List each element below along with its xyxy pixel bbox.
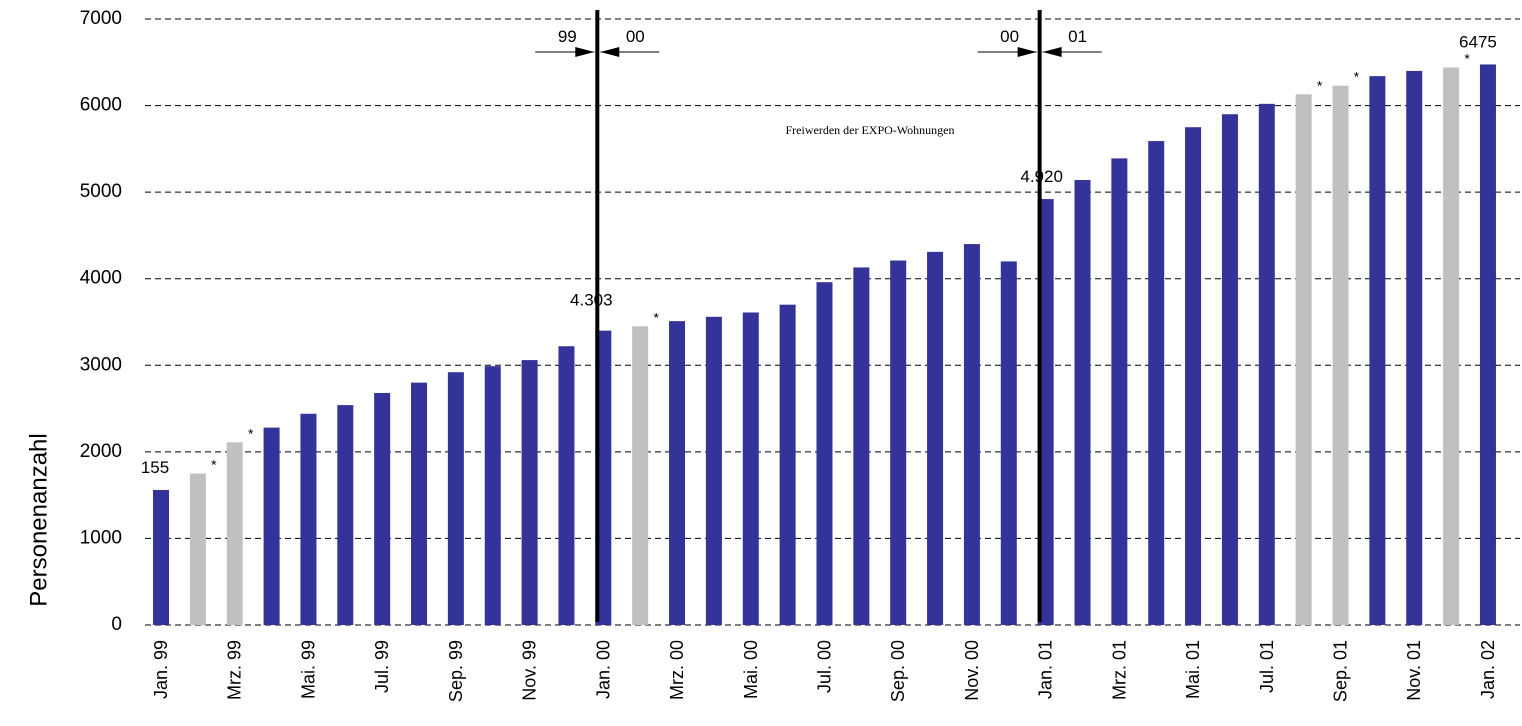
bar-note: 155 [141, 458, 169, 477]
annotation: Freiwerden der EXPO-Wohnungen [786, 123, 955, 137]
year-label: 99 [558, 27, 577, 46]
bar [558, 346, 575, 625]
x-tick-label: Jan. 99 [151, 640, 171, 699]
bar [1221, 114, 1238, 625]
bar [1369, 76, 1386, 625]
bar [742, 312, 759, 625]
bar [1406, 70, 1423, 625]
y-tick-label: 6000 [80, 95, 122, 116]
arrow-head [575, 47, 595, 57]
bar [1185, 127, 1202, 625]
estimate-marker: * [248, 425, 254, 441]
x-tick-label: Mai. 01 [1183, 640, 1203, 699]
estimate-marker: * [653, 309, 659, 325]
bar [1443, 67, 1460, 626]
y-tick-label: 3000 [80, 354, 122, 375]
year-label: 01 [1068, 27, 1087, 46]
y-tick-label: 5000 [80, 181, 122, 202]
x-tick-label: Nov. 01 [1404, 640, 1424, 701]
x-tick-label: Jan. 01 [1036, 640, 1056, 699]
y-tick-label: 1000 [80, 527, 122, 548]
y-tick-label: 2000 [80, 441, 122, 462]
bar [669, 321, 686, 625]
y-tick-label: 4000 [80, 268, 122, 289]
bar [226, 442, 243, 625]
bar [1000, 261, 1017, 625]
bar [1111, 158, 1128, 625]
x-tick-label: Jul. 99 [372, 640, 392, 693]
x-tick-label: Jul. 01 [1257, 640, 1277, 693]
x-tick-label: Nov. 99 [520, 640, 540, 701]
arrow-head [600, 47, 620, 57]
x-tick-label: Mai. 99 [298, 640, 318, 699]
bar [484, 366, 501, 625]
bar [632, 326, 649, 625]
bar [816, 282, 833, 625]
estimate-marker: * [1317, 77, 1323, 93]
bar [263, 427, 280, 625]
bar-note: 4.303 [570, 291, 613, 310]
y-axis-label: Personenanzahl [25, 433, 52, 606]
bar [447, 372, 464, 625]
x-tick-label: Nov. 00 [962, 640, 982, 701]
bar [411, 382, 428, 625]
estimate-marker: * [1464, 50, 1470, 66]
x-tick-label: Sep. 99 [446, 640, 466, 702]
estimate-marker: * [1354, 69, 1360, 85]
year-label: 00 [626, 27, 645, 46]
bar [963, 244, 980, 626]
x-tick-label: Jan. 02 [1478, 640, 1498, 699]
y-tick-label: 0 [111, 614, 122, 635]
bar [1479, 64, 1496, 625]
bar [300, 413, 317, 625]
bar [153, 489, 169, 625]
bar [927, 251, 944, 625]
arrow-head [1042, 47, 1062, 57]
bar [705, 316, 722, 625]
bar [890, 260, 907, 625]
estimate-marker: * [211, 457, 217, 473]
bar-note: 6475 [1459, 32, 1497, 51]
bar [374, 392, 391, 625]
bar [1074, 180, 1091, 625]
x-tick-label: Mai. 00 [741, 640, 761, 699]
year-label: 00 [1000, 27, 1019, 46]
bar [1332, 85, 1349, 625]
bar [337, 405, 354, 625]
x-tick-label: Mrz. 99 [225, 640, 245, 700]
x-tick-label: Jan. 00 [593, 640, 613, 699]
x-tick-label: Jul. 00 [814, 640, 834, 693]
y-tick-label: 7000 [80, 8, 122, 29]
x-tick-label: Mrz. 01 [1109, 640, 1129, 700]
bar [521, 360, 538, 625]
bar [1258, 103, 1275, 626]
bar [189, 473, 206, 625]
bar [853, 267, 870, 625]
x-tick-label: Sep. 01 [1331, 640, 1351, 702]
bar [1295, 94, 1312, 626]
bar [1148, 141, 1165, 625]
bar [779, 304, 796, 625]
arrow-head [1017, 47, 1037, 57]
x-tick-label: Mrz. 00 [667, 640, 687, 700]
x-tick-label: Sep. 00 [888, 640, 908, 702]
